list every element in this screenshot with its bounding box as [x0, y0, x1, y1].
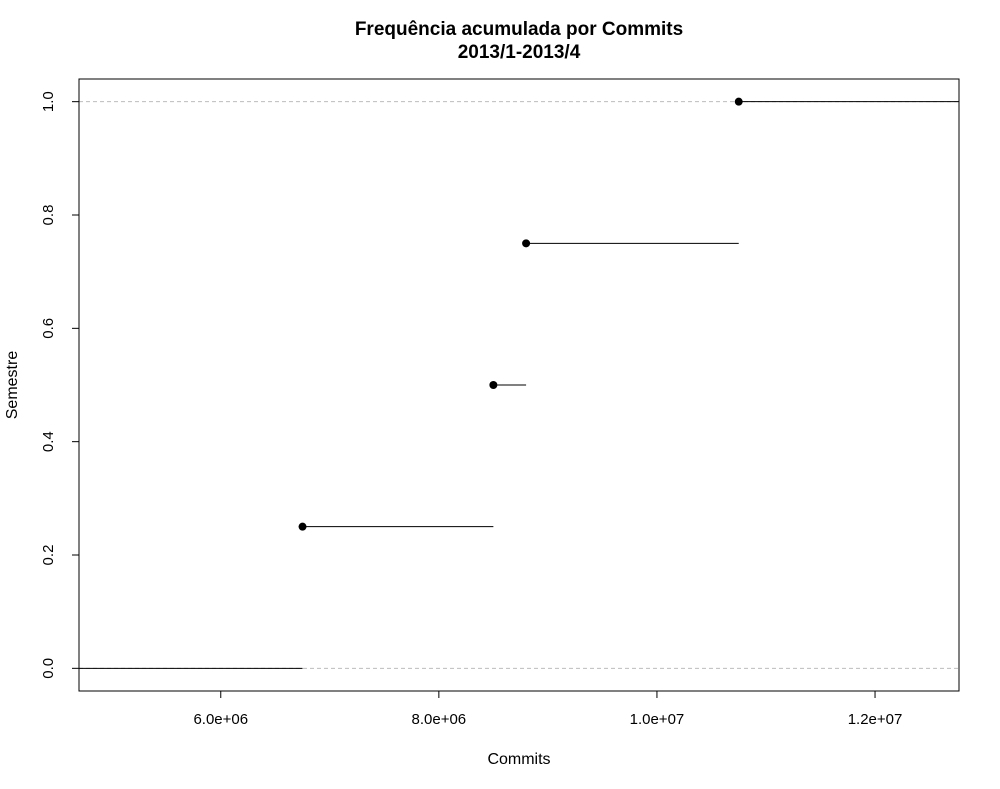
step-point — [734, 97, 743, 106]
y-tick-label: 0.8 — [40, 205, 57, 226]
y-tick-label: 0.6 — [40, 318, 57, 339]
x-tick-label: 1.0e+07 — [630, 711, 685, 728]
y-tick-label: 0.4 — [40, 431, 57, 452]
step-segments — [79, 101, 959, 669]
y-tick-label: 0.2 — [40, 545, 57, 566]
step-points — [298, 97, 743, 531]
x-axis-label: Commits — [487, 751, 550, 768]
x-tick-label: 8.0e+06 — [412, 711, 467, 728]
x-axis: 6.0e+06 8.0e+06 1.0e+07 1.2e+07 — [193, 690, 903, 728]
step-point — [522, 239, 531, 248]
x-tick-label: 1.2e+07 — [848, 711, 903, 728]
chart-subtitle: 2013/1-2013/4 — [458, 42, 581, 63]
step-point — [298, 522, 307, 531]
y-tick-label: 1.0 — [40, 91, 57, 112]
chart-title: Frequência acumulada por Commits — [355, 19, 683, 40]
x-tick-label: 6.0e+06 — [193, 711, 248, 728]
y-axis: 0.0 0.2 0.4 0.6 0.8 1.0 — [40, 91, 80, 679]
y-axis-label: Semestre — [4, 351, 21, 420]
step-point — [489, 381, 498, 389]
y-tick-label: 0.0 — [40, 658, 57, 679]
